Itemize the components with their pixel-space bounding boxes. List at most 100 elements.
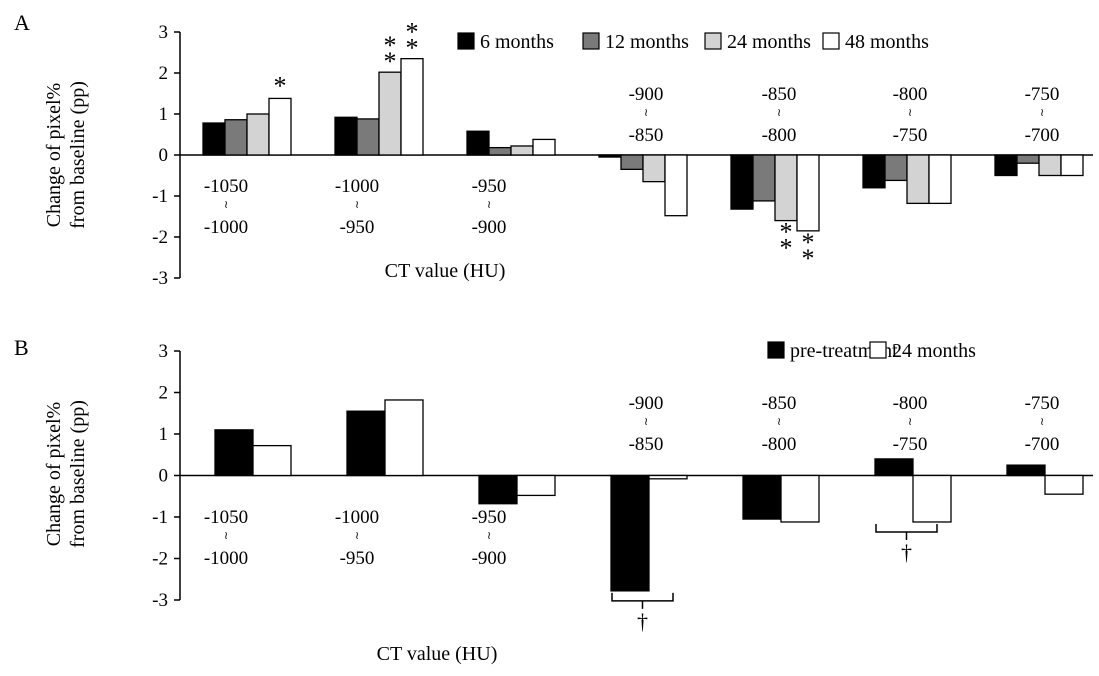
bar bbox=[912, 474, 952, 523]
bar bbox=[862, 154, 886, 189]
y-tick-label: 2 bbox=[159, 383, 169, 404]
bar bbox=[664, 154, 688, 217]
y-tick-label: 0 bbox=[159, 466, 169, 487]
y-axis-label-line2: from baseline (pp) bbox=[67, 81, 89, 229]
y-tick-label: -1 bbox=[152, 186, 168, 207]
legend-label: 24 months bbox=[892, 340, 976, 362]
bar bbox=[742, 474, 782, 520]
category-label-top: -1050 bbox=[204, 507, 248, 528]
y-axis-label-line1: Change of pixel% bbox=[43, 83, 65, 227]
y-axis-label-line2: from baseline (pp) bbox=[67, 400, 89, 548]
x-axis-label: CT value (HU) bbox=[377, 643, 498, 665]
bar bbox=[1006, 464, 1046, 477]
bar bbox=[488, 146, 512, 156]
bar bbox=[874, 458, 914, 477]
category-label-bottom: -950 bbox=[340, 548, 375, 569]
legend-swatch bbox=[704, 32, 722, 50]
y-tick-label: 0 bbox=[159, 145, 169, 166]
bar bbox=[214, 429, 254, 477]
category-label-bottom: -800 bbox=[762, 434, 797, 455]
category-label-bottom: -750 bbox=[893, 125, 928, 146]
bar bbox=[1060, 154, 1084, 177]
bar bbox=[774, 154, 798, 222]
bar bbox=[516, 474, 556, 497]
significance-marker: * bbox=[406, 34, 419, 63]
category-label-tilde: ≀ bbox=[224, 530, 228, 542]
bar bbox=[334, 116, 358, 156]
significance-marker: * bbox=[384, 47, 397, 76]
y-axis-label: Change of pixel% from baseline (pp) bbox=[43, 81, 89, 229]
category-label-top: -1000 bbox=[335, 507, 379, 528]
bar bbox=[466, 130, 490, 156]
category-label-tilde: ≀ bbox=[1040, 107, 1044, 119]
significance-marker: * bbox=[384, 31, 397, 60]
bar bbox=[730, 154, 754, 210]
significance-bracket bbox=[875, 523, 938, 533]
category-label-top: -750 bbox=[1025, 393, 1060, 414]
bar bbox=[510, 145, 534, 156]
legend-swatch bbox=[582, 32, 600, 50]
legend-label: 48 months bbox=[845, 31, 929, 53]
category-label-bottom: -950 bbox=[340, 217, 375, 238]
category-label-top: -850 bbox=[762, 84, 797, 105]
category-label-tilde: ≀ bbox=[777, 416, 781, 428]
x-axis-label: CT value (HU) bbox=[385, 260, 506, 282]
category-label-tilde: ≀ bbox=[1040, 416, 1044, 428]
legend-label: 6 months bbox=[480, 31, 554, 53]
bar bbox=[268, 97, 292, 156]
category-label-bottom: -850 bbox=[629, 125, 664, 146]
significance-marker: * bbox=[780, 234, 793, 263]
bar bbox=[906, 154, 930, 205]
category-label-bottom: -750 bbox=[893, 434, 928, 455]
legend-swatch bbox=[767, 341, 785, 359]
category-label-top: -1050 bbox=[204, 176, 248, 197]
category-label-top: -1000 bbox=[335, 176, 379, 197]
category-label-bottom: -1000 bbox=[204, 548, 248, 569]
significance-marker: * bbox=[802, 244, 815, 273]
bar bbox=[620, 154, 644, 170]
y-tick-label: 3 bbox=[159, 341, 169, 362]
category-label-tilde: ≀ bbox=[487, 199, 491, 211]
category-label-bottom: -900 bbox=[472, 548, 507, 569]
bar bbox=[378, 71, 402, 156]
category-label-tilde: ≀ bbox=[777, 107, 781, 119]
y-tick-label: -3 bbox=[152, 268, 168, 289]
y-tick-label: -2 bbox=[152, 227, 168, 248]
bar bbox=[356, 118, 380, 156]
bar bbox=[400, 58, 424, 156]
bar bbox=[384, 399, 424, 477]
category-label-tilde: ≀ bbox=[355, 199, 359, 211]
bar bbox=[648, 474, 688, 480]
significance-marker: * bbox=[780, 218, 793, 247]
significance-marker: * bbox=[274, 71, 287, 100]
bar bbox=[1038, 154, 1062, 177]
bar bbox=[224, 119, 248, 156]
panel-label: B bbox=[14, 335, 29, 360]
category-label-bottom: -900 bbox=[472, 217, 507, 238]
category-label-top: -950 bbox=[472, 176, 507, 197]
category-label-top: -900 bbox=[629, 393, 664, 414]
category-label-tilde: ≀ bbox=[355, 530, 359, 542]
significance-bracket bbox=[611, 592, 674, 602]
bar bbox=[598, 154, 622, 158]
bar bbox=[532, 138, 556, 156]
y-tick-label: 1 bbox=[159, 424, 169, 445]
bar bbox=[252, 444, 292, 477]
legend-swatch bbox=[869, 341, 887, 359]
category-label-top: -900 bbox=[629, 84, 664, 105]
bar bbox=[642, 154, 666, 183]
legend-swatch bbox=[822, 32, 840, 50]
bar bbox=[346, 410, 386, 477]
significance-marker: * bbox=[406, 18, 419, 47]
panel-a: A 3 2 1 0 -1 -2 -3 Change of pixel% from baseline… bbox=[14, 10, 1093, 289]
category-label-tilde: ≀ bbox=[644, 416, 648, 428]
bar bbox=[1016, 154, 1040, 164]
category-label-tilde: ≀ bbox=[908, 107, 912, 119]
bar bbox=[994, 154, 1018, 177]
category-label-top: -950 bbox=[472, 507, 507, 528]
significance-marker: * bbox=[802, 228, 815, 257]
category-label-tilde: ≀ bbox=[224, 199, 228, 211]
bar bbox=[1044, 474, 1084, 495]
y-tick-label: -1 bbox=[152, 507, 168, 528]
